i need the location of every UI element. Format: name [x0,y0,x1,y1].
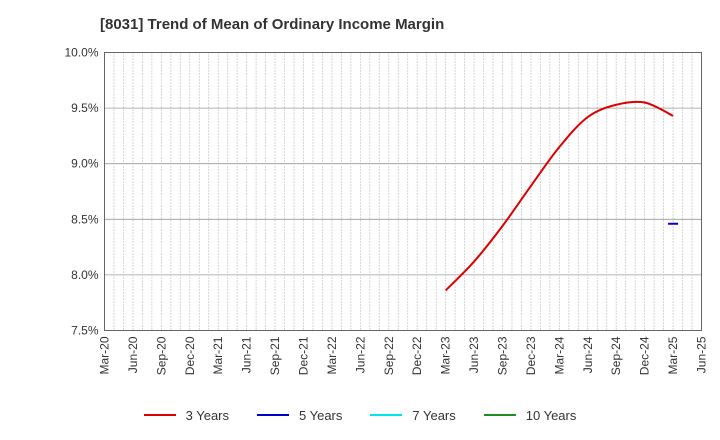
y-tick-label: 10.0% [64,46,98,60]
x-axis: Mar-20 Jun-20 Sep-20 Dec-20 Mar-21 Jun-21 Sep-… [98,336,709,375]
legend-item-10-years: 10 Years [483,407,577,423]
x-tick-label: Dec-20 [183,336,197,375]
y-tick-label: 9.0% [71,157,99,171]
legend-swatch [370,414,403,416]
x-tick-label: Mar-25 [666,336,680,374]
plot-frame [104,52,702,331]
x-tick-label: Jun-23 [467,336,481,373]
legend-item-7-years: 7 Years [370,407,456,423]
x-tick-label: Jun-22 [353,336,367,373]
x-tick-label: Sep-24 [609,336,623,375]
x-tick-label: Jun-20 [126,336,140,373]
y-tick-label: 8.5% [71,212,99,226]
x-tick-label: Jun-25 [695,336,709,373]
x-tick-label: Dec-22 [410,336,424,375]
plot-area [104,52,702,331]
legend-swatch [483,414,516,416]
x-tick-label: Mar-21 [211,336,225,374]
x-tick-label: Sep-22 [382,336,396,375]
series-3-years-line [444,100,674,292]
series [444,100,679,292]
x-tick-label: Mar-23 [439,336,453,374]
x-tick-label: Sep-21 [268,336,282,375]
legend-item-5-years: 5 Years [257,408,342,423]
x-tick-label: Mar-24 [552,336,566,374]
legend-label: 7 Years [412,407,456,423]
x-tick-label: Dec-23 [524,336,538,375]
x-tick-label: Jun-21 [240,336,254,373]
legend-item-3-years: 3 Years [143,407,229,423]
x-tick-label: Mar-22 [325,336,339,374]
x-tick-label: Dec-24 [638,336,652,375]
y-tick-label: 7.5% [71,324,99,338]
legend-label: 5 Years [299,407,343,423]
grid [104,52,702,331]
legend-label: 3 Years [185,407,229,423]
legend: 3 Years 5 Years 7 Years 10 Years [0,404,720,426]
x-tick-label: Sep-20 [154,336,168,375]
y-axis: 10.0% 9.5% 9.0% 8.5% 8.0% 7.5% [64,46,98,338]
legend-label: 10 Years [525,407,577,423]
x-tick-label: Mar-20 [98,336,112,374]
x-tick-label: Sep-23 [496,336,510,375]
y-tick-label: 9.5% [71,101,99,115]
x-tick-label: Dec-21 [297,336,311,375]
chart-title: [8031] Trend of Mean of Ordinary Income … [100,16,445,33]
y-tick-label: 8.0% [71,268,99,282]
legend-swatch [143,414,176,416]
x-tick-label: Jun-24 [581,336,595,373]
legend-swatch [257,414,289,416]
